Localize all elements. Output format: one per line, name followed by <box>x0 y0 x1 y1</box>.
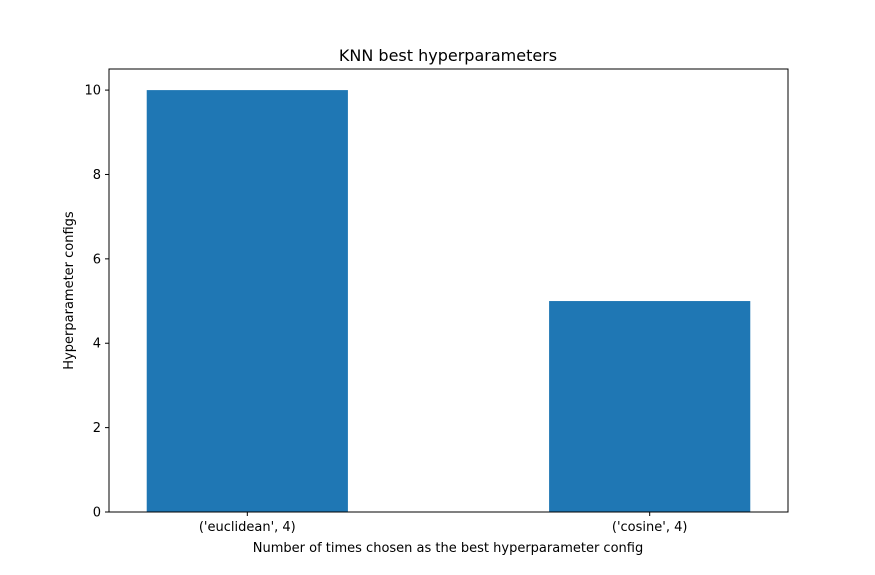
y-tick-label: 8 <box>93 168 101 183</box>
bars-group <box>146 90 751 512</box>
y-tick-label: 0 <box>93 506 101 521</box>
bar <box>549 301 751 512</box>
y-axis-label: Hyperparameter configs <box>62 211 77 370</box>
y-tick-label: 10 <box>84 84 101 99</box>
plot-frame <box>108 68 789 513</box>
x-axis-label: Number of times chosen as the best hyper… <box>253 541 643 556</box>
bar <box>146 90 348 512</box>
x-tick-label: ('cosine', 4) <box>612 520 688 535</box>
x-axis-ticks: ('euclidean', 4) ('cosine', 4) <box>199 512 688 535</box>
x-tick-label: ('euclidean', 4) <box>199 520 296 535</box>
chart-title: KNN best hyperparameters <box>339 46 557 65</box>
y-tick-label: 4 <box>93 337 101 352</box>
y-tick-label: 2 <box>93 421 101 436</box>
y-axis-ticks: 0 2 4 6 8 10 <box>84 84 109 521</box>
y-tick-label: 6 <box>93 252 101 267</box>
